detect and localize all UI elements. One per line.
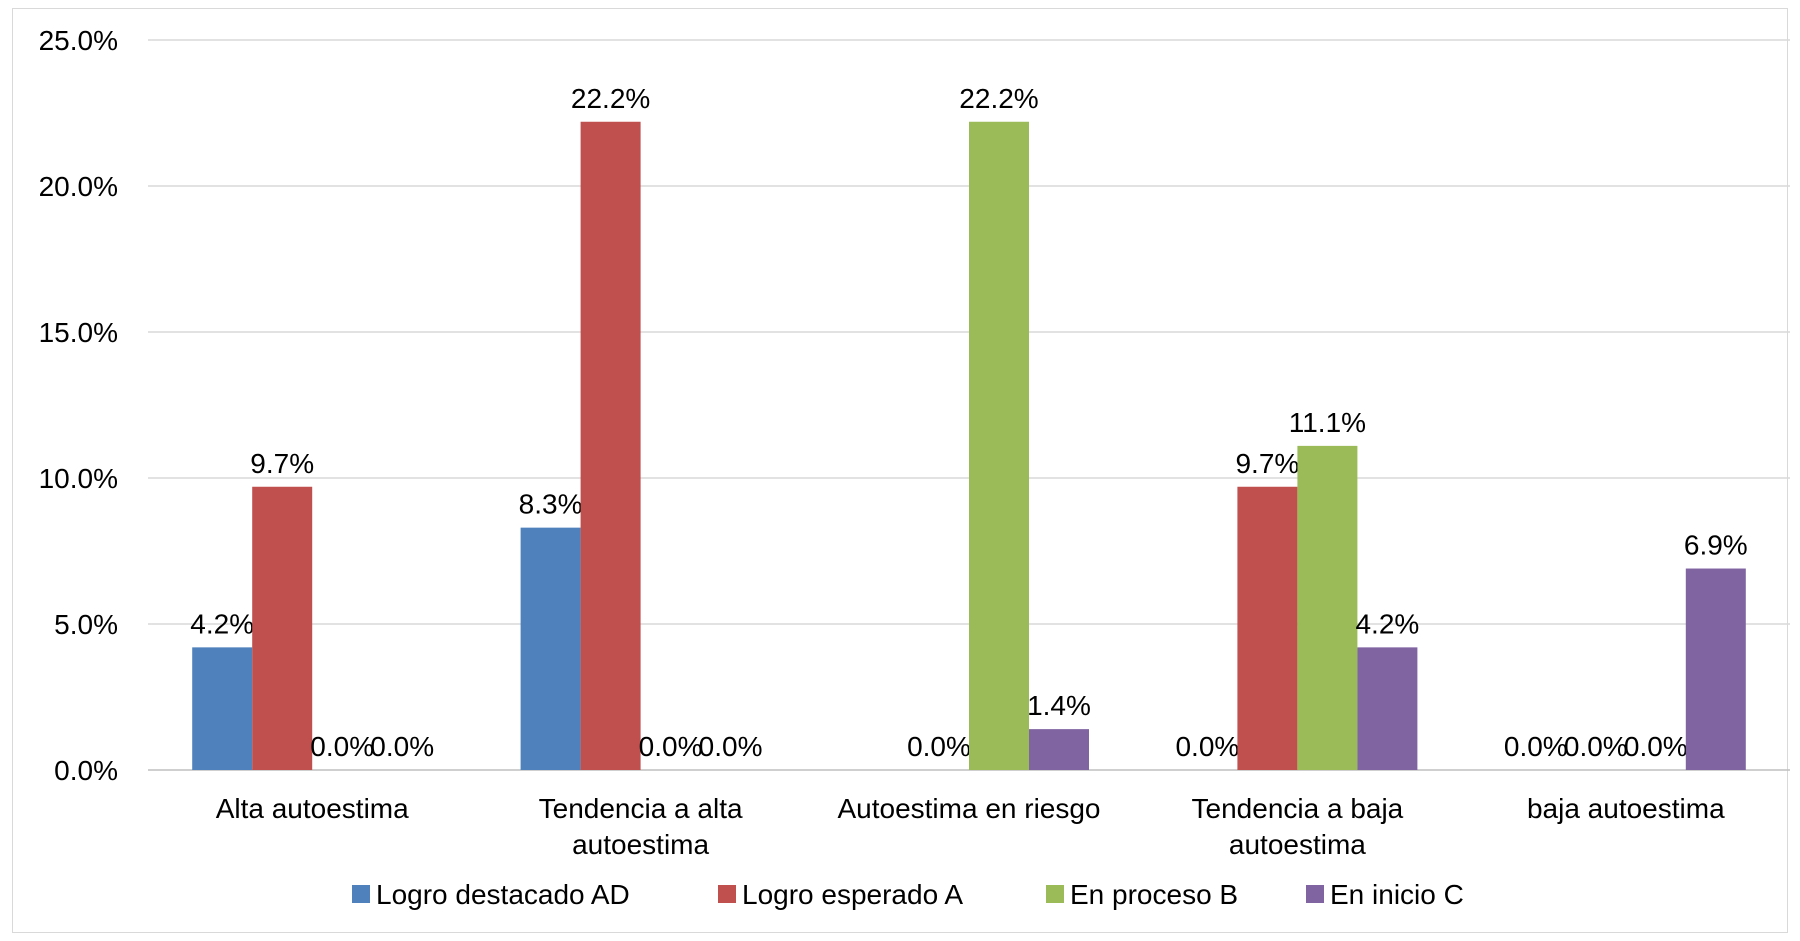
legend-swatch <box>1046 885 1064 903</box>
category-label-line: Tendencia a baja <box>1192 793 1404 824</box>
bar-en-inicio-c <box>1029 729 1089 770</box>
category-label-line: baja autoestima <box>1527 793 1725 824</box>
category-label-line: autoestima <box>1229 829 1366 860</box>
y-tick-label: 15.0% <box>39 317 118 348</box>
legend-swatch <box>718 885 736 903</box>
category-label: Autoestima en riesgo <box>837 793 1100 824</box>
legend-label: Logro destacado AD <box>376 879 630 910</box>
y-tick-label: 0.0% <box>54 755 118 786</box>
y-tick-label: 25.0% <box>39 25 118 56</box>
data-label: 0.0% <box>370 731 434 762</box>
data-label: 0.0% <box>310 731 374 762</box>
data-label: 0.0% <box>699 731 763 762</box>
category-label: baja autoestima <box>1527 793 1725 824</box>
data-label: 0.0% <box>639 731 703 762</box>
chart-frame <box>12 8 1788 933</box>
data-label: 9.7% <box>250 448 314 479</box>
bar-logro-destacado-ad <box>520 527 581 770</box>
bar-en-inicio-c <box>1357 647 1418 770</box>
data-label: 0.0% <box>1624 731 1688 762</box>
y-tick-label: 10.0% <box>39 463 118 494</box>
data-label: 22.2% <box>571 83 650 114</box>
bar-logro-esperado-a <box>252 486 313 770</box>
legend-label: Logro esperado A <box>742 879 963 910</box>
data-label: 9.7% <box>1235 448 1299 479</box>
data-label: 4.2% <box>1355 608 1419 639</box>
bar-en-proceso-b <box>1297 445 1358 770</box>
legend-swatch <box>1306 885 1324 903</box>
category-label-line: Tendencia a alta <box>539 793 743 824</box>
bar-logro-esperado-a <box>1237 486 1298 770</box>
category-label: Alta autoestima <box>216 793 409 824</box>
category-label: Tendencia a alta autoestima <box>539 793 743 860</box>
category-label: Tendencia a baja autoestima <box>1192 793 1404 860</box>
data-label: 1.4% <box>1027 690 1091 721</box>
category-label-line: Alta autoestima <box>216 793 409 824</box>
y-tick-label: 20.0% <box>39 171 118 202</box>
data-label: 4.2% <box>190 608 254 639</box>
data-label: 0.0% <box>1504 731 1568 762</box>
data-label: 0.0% <box>1175 731 1239 762</box>
bar-logro-esperado-a <box>580 121 641 770</box>
bar-en-proceso-b <box>969 121 1029 770</box>
legend-swatch <box>352 885 370 903</box>
bar-en-inicio-c <box>1685 568 1746 770</box>
legend-label: En inicio C <box>1330 879 1464 910</box>
legend-label: En proceso B <box>1070 879 1238 910</box>
bar-logro-destacado-ad <box>192 647 253 770</box>
category-label-line: Autoestima en riesgo <box>837 793 1100 824</box>
data-label: 0.0% <box>907 731 971 762</box>
data-label: 6.9% <box>1684 530 1748 561</box>
data-label: 8.3% <box>519 489 583 520</box>
y-tick-label: 5.0% <box>54 609 118 640</box>
data-label: 22.2% <box>959 83 1038 114</box>
data-label: 11.1% <box>1289 407 1366 438</box>
category-label-line: autoestima <box>572 829 709 860</box>
data-label: 0.0% <box>1564 731 1628 762</box>
